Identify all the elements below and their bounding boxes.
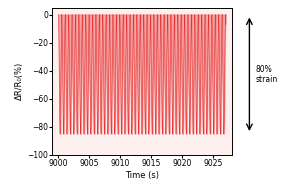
- Text: 80%
strain: 80% strain: [255, 65, 278, 84]
- Y-axis label: ΔR/R₀(%): ΔR/R₀(%): [15, 62, 24, 100]
- X-axis label: Time (s): Time (s): [125, 171, 159, 180]
